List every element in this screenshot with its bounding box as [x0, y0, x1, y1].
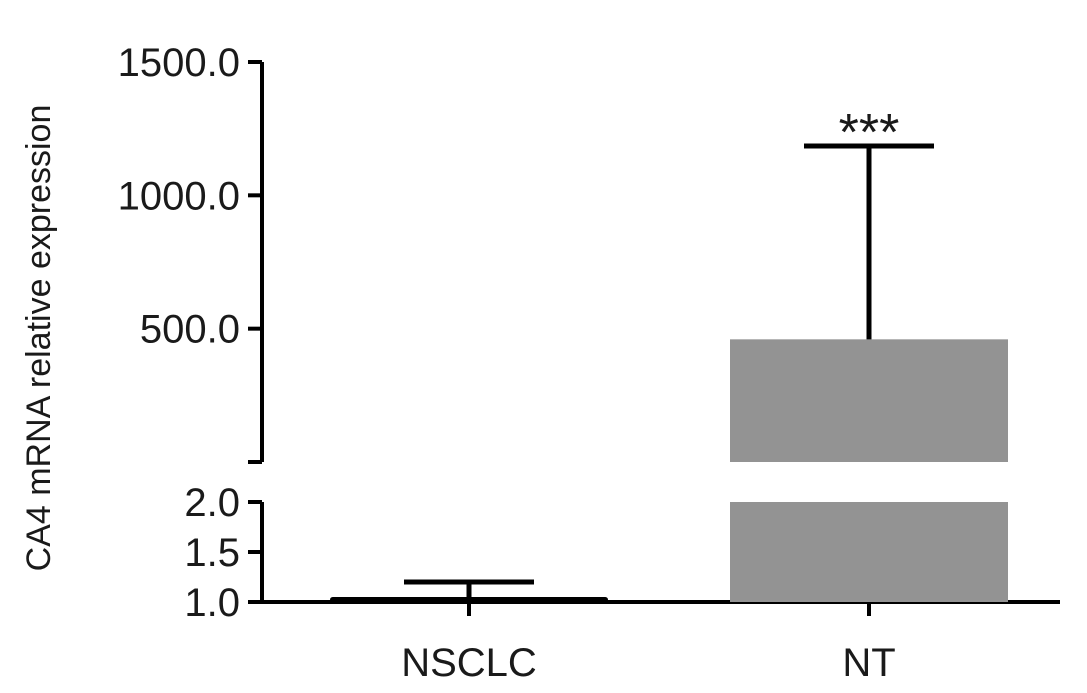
x-tick-label-nt: NT — [842, 641, 895, 685]
y-lower-tick-label: 1.5 — [184, 531, 240, 575]
y-ticks: 1.0 1.5 2.0 500.0 1000.0 1500.0 — [118, 41, 262, 625]
bar-nt-lower — [730, 502, 1008, 602]
significance-markers: *** — [839, 104, 900, 162]
x-ticks: NSCLC NT — [401, 602, 896, 685]
y-lower-tick-label: 1.0 — [184, 581, 240, 625]
x-tick-label-nsclc: NSCLC — [401, 641, 537, 685]
bar-nt-upper — [730, 339, 1008, 462]
y-upper-tick-label: 1000.0 — [118, 174, 240, 218]
error-bars — [404, 143, 934, 597]
bar-nsclc — [330, 597, 608, 602]
bars — [330, 339, 1008, 602]
y-lower-tick-label: 2.0 — [184, 481, 240, 525]
y-upper-tick-label: 1500.0 — [118, 41, 240, 85]
significance-marker: *** — [839, 104, 900, 162]
y-upper-tick-label: 500.0 — [140, 308, 240, 352]
y-axis-title: CA4 mRNA relative expression — [20, 105, 58, 572]
